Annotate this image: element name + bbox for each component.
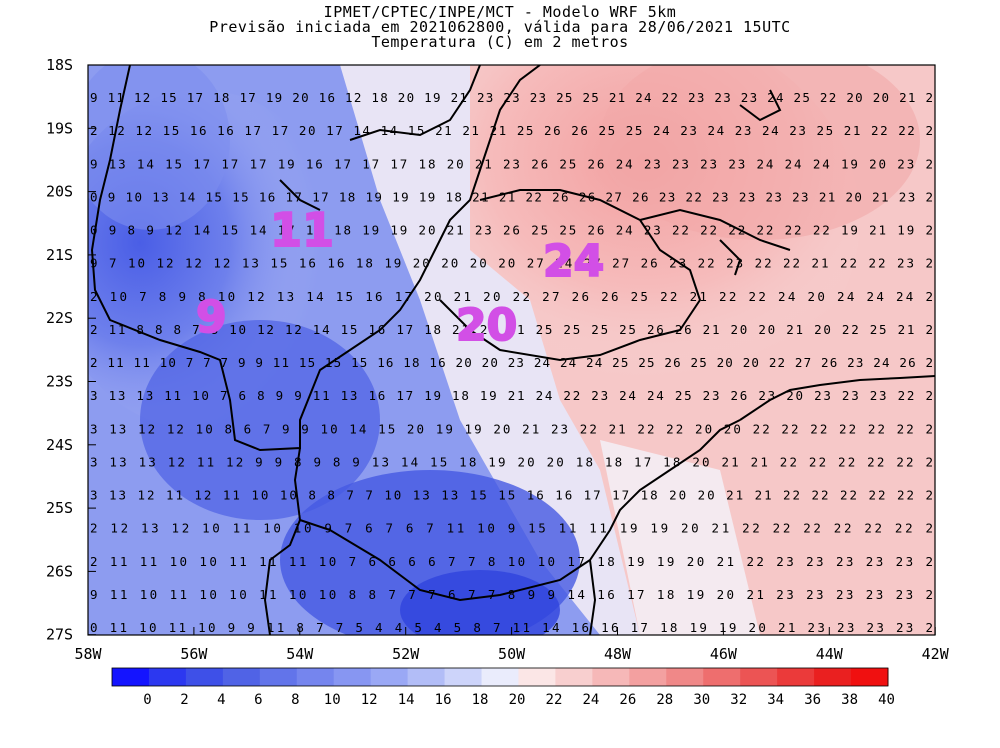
temperature-value-grid: 9 11 12 15 17 18 17 19 20 16 12 18 20 19… (90, 90, 933, 635)
temperature-row: 2 11 11 10 7 7 7 9 9 11 15 15 15 16 18 1… (90, 355, 933, 370)
annotation-11: 11 (270, 203, 334, 257)
colorbar-label: 8 (291, 692, 299, 708)
colorbar-label: 18 (472, 692, 489, 708)
temperature-row: 2 12 13 12 10 11 10 10 9 7 6 7 6 7 11 10… (90, 521, 933, 536)
longitude-axis: 58W 56W 54W 52W 50W 48W 46W 44W 42W (74, 627, 950, 663)
colorbar-swatch (666, 668, 704, 686)
temperature-colorbar (111, 667, 889, 687)
colorbar-label: 4 (217, 692, 225, 708)
colorbar-swatch (333, 668, 372, 686)
lon-label: 50W (498, 645, 526, 663)
title-line-2: Previsão iniciada em 2021062800, válida … (209, 18, 791, 36)
colorbar-swatch (851, 668, 889, 686)
colorbar-swatch (518, 668, 556, 686)
colorbar-swatch (555, 668, 593, 686)
lat-label: 22S (46, 309, 73, 327)
annotation-9: 9 (196, 292, 227, 343)
lon-label: 58W (74, 645, 102, 663)
colorbar-frame (111, 667, 889, 687)
lat-label: 19S (46, 119, 73, 137)
colorbar-swatch (703, 668, 741, 686)
lat-label: 23S (46, 373, 73, 391)
lon-label: 42W (922, 645, 950, 663)
lon-label: 48W (604, 645, 632, 663)
colorbar-swatch (407, 668, 446, 686)
title-line-1: IPMET/CPTEC/INPE/MCT - Modelo WRF 5km (323, 3, 677, 21)
colorbar-swatch (740, 668, 778, 686)
annotation-20: 20 (456, 300, 517, 351)
colorbar-label: 20 (509, 692, 526, 708)
temperature-row: 9 11 12 15 17 18 17 19 20 16 12 18 20 19… (90, 90, 933, 105)
colorbar-label: 24 (582, 692, 599, 708)
lat-label: 21S (46, 246, 73, 264)
colorbar-label: 26 (619, 692, 636, 708)
lat-label: 26S (46, 562, 73, 580)
lon-label: 44W (816, 645, 844, 663)
lat-label: 25S (46, 499, 73, 517)
lon-label: 52W (392, 645, 420, 663)
temperature-row: 3 13 12 11 12 11 10 10 8 8 7 7 10 13 13 … (90, 488, 933, 503)
lon-label: 46W (710, 645, 738, 663)
colorbar-label: 38 (841, 692, 858, 708)
handwritten-annotations: 11 9 20 24 (195, 202, 605, 352)
colorbar-label: 6 (254, 692, 262, 708)
latitude-axis: 18S 19S 20S 21S 22S 23S 24S 25S 26S 27S (46, 56, 96, 644)
temperature-row: 2 12 12 15 16 16 17 17 20 17 14 14 15 21… (90, 123, 933, 138)
lon-label: 54W (286, 645, 314, 663)
colorbar-swatch (370, 668, 409, 686)
temperature-row: 3 13 13 12 11 12 9 9 8 9 8 9 13 14 15 18… (90, 454, 933, 469)
colorbar-label: 32 (730, 692, 747, 708)
colorbar-swatch (481, 668, 519, 686)
colorbar-label: 16 (435, 692, 452, 708)
colorbar-label: 30 (693, 692, 710, 708)
lat-label: 20S (46, 183, 73, 201)
temperature-row: 2 11 11 10 10 11 11 11 10 7 6 6 6 6 7 7 … (90, 554, 933, 569)
colorbar-swatch (629, 668, 667, 686)
colorbar-label: 14 (398, 692, 415, 708)
temperature-row: 2 11 8 8 8 7 8 10 12 12 14 15 16 17 18 2… (90, 322, 933, 337)
temperature-row: 0 9 10 13 14 15 15 16 17 17 18 19 19 19 … (90, 189, 933, 204)
lon-label: 56W (180, 645, 208, 663)
colorbar-label: 36 (804, 692, 821, 708)
colorbar-swatch (444, 668, 483, 686)
colorbar-swatch (112, 668, 150, 686)
map-borders (90, 65, 935, 635)
colorbar-swatch (185, 668, 224, 686)
temperature-row: 9 11 10 11 10 10 11 10 10 8 8 7 7 7 6 7 … (90, 587, 933, 602)
shaded-field (88, 65, 935, 635)
colorbar-label: 12 (361, 692, 378, 708)
colorbar-swatch (148, 668, 187, 686)
temperature-row: 3 13 13 11 10 7 6 8 9 9 11 13 16 17 19 1… (90, 388, 933, 403)
colorbar-label: 2 (180, 692, 188, 708)
colorbar-label: 40 (878, 692, 895, 708)
title-line-3: Temperatura (C) em 2 metros (371, 33, 629, 51)
colorbar-swatch (592, 668, 630, 686)
annotation-24: 24 (543, 236, 604, 287)
colorbar-label: 28 (656, 692, 673, 708)
colorbar-label: 22 (546, 692, 563, 708)
lat-label: 27S (46, 626, 73, 644)
colorbar-labels: 0 2 4 6 8 10 12 14 16 18 20 22 24 26 28 30 32 34 36 38 40 (143, 692, 895, 708)
colorbar-label: 34 (767, 692, 784, 708)
colorbar-label: 10 (324, 692, 341, 708)
lat-label: 24S (46, 436, 73, 454)
colorbar-swatch (296, 668, 335, 686)
lat-label: 18S (46, 56, 73, 74)
colorbar-swatch (814, 668, 852, 686)
temperature-row: 9 13 14 15 17 17 17 19 16 17 17 17 18 20… (90, 156, 933, 171)
colorbar-swatch (222, 668, 261, 686)
temperature-row: 0 9 8 9 12 14 15 14 17 18 18 19 19 20 21… (90, 223, 933, 238)
colorbar-swatch (259, 668, 298, 686)
colorbar-swatch (777, 668, 815, 686)
temperature-row: 9 7 10 12 12 12 13 15 16 16 18 19 20 20 … (90, 256, 933, 271)
colorbar-label: 0 (143, 692, 151, 708)
